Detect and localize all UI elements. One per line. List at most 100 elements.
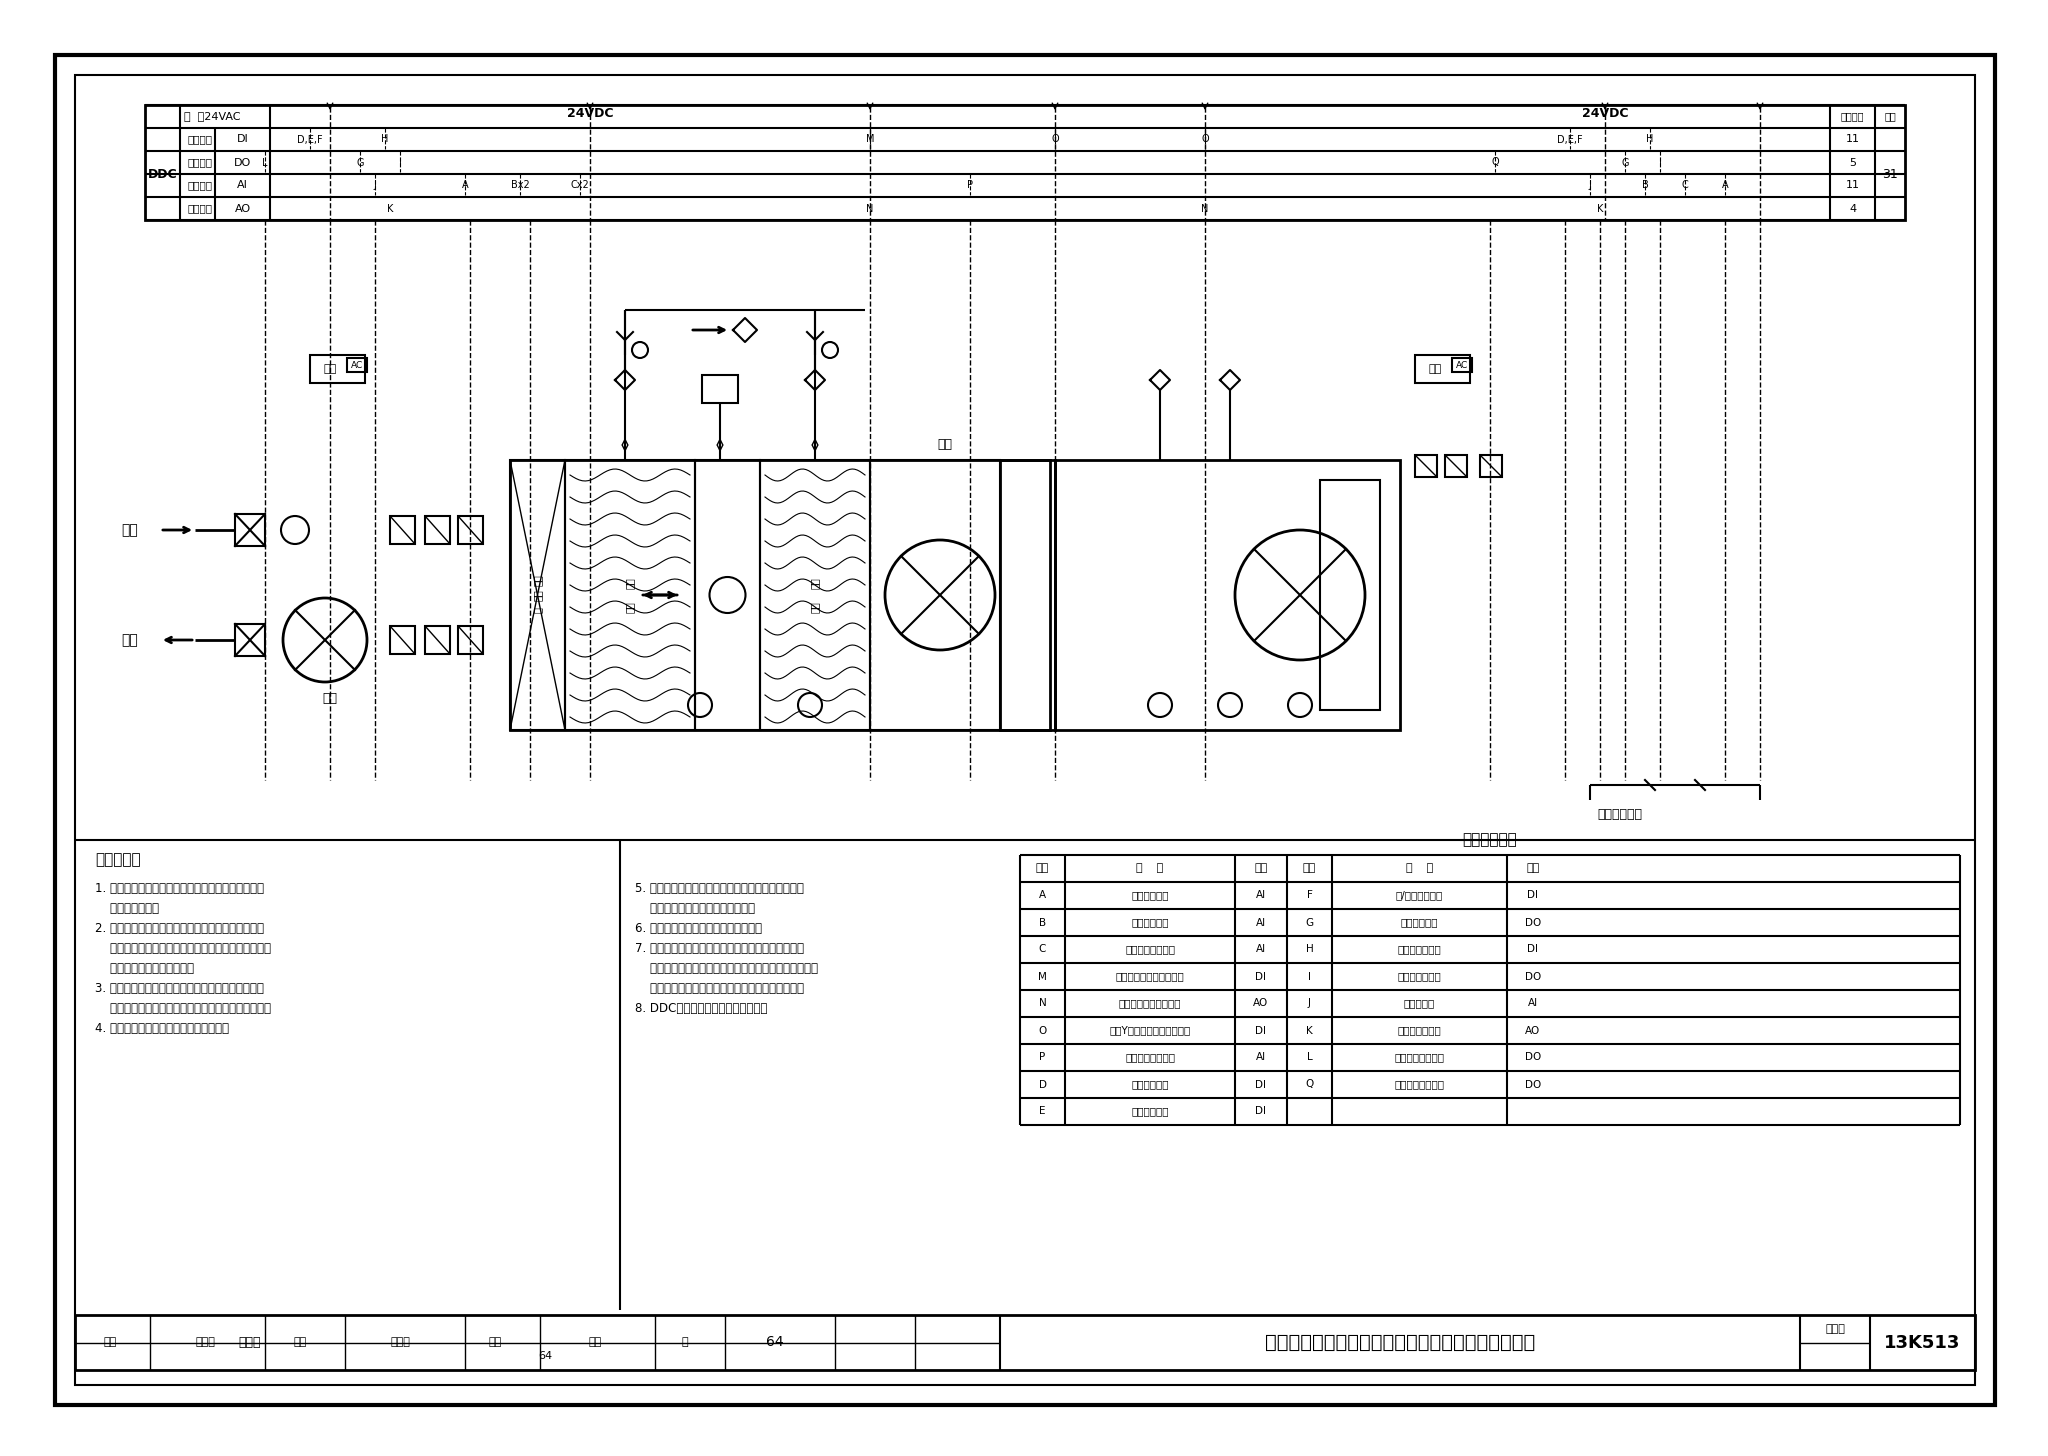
Text: 电源: 电源 [324,364,336,374]
Text: 盘管: 盘管 [811,601,819,613]
Text: F: F [1307,891,1313,900]
Text: 11: 11 [1845,181,1860,191]
Text: 排风: 排风 [121,633,139,646]
Bar [565,460,694,729]
Text: 64: 64 [539,1351,553,1361]
Text: L: L [1307,1053,1313,1063]
Text: 11: 11 [1845,134,1860,144]
Text: DI: DI [1255,1025,1266,1035]
Text: L: L [262,157,268,167]
Text: 新风: 新风 [121,523,139,537]
Text: C: C [1038,945,1047,955]
Text: AI: AI [1255,945,1266,955]
Bar [309,355,365,383]
Text: 变频器频率控制: 变频器频率控制 [1397,1025,1442,1035]
Bar [1446,454,1466,478]
Text: P: P [1040,1053,1047,1063]
Text: I: I [399,157,401,167]
Text: DO: DO [1526,971,1542,981]
Bar [1481,454,1501,478]
Text: AI: AI [1255,1053,1266,1063]
Text: AO: AO [233,204,250,214]
Text: 2. 冬季比例或双位调节加湿电动调节阀，控制系统送: 2. 冬季比例或双位调节加湿电动调节阀，控制系统送 [94,922,264,935]
Text: 器: 器 [532,607,543,613]
Text: AO: AO [1253,999,1268,1009]
Text: 故障状态信号: 故障状态信号 [1130,1107,1169,1117]
Bar [426,626,451,654]
Text: 杨国棻: 杨国棻 [195,1338,215,1347]
Text: H: H [1307,945,1313,955]
Text: 24VDC: 24VDC [1581,106,1628,119]
Text: P: P [967,181,973,191]
Bar [870,460,999,729]
Text: G: G [1305,917,1313,927]
Text: 4: 4 [1849,204,1855,214]
Text: 64: 64 [766,1335,784,1350]
Bar [999,460,1055,729]
Text: Q: Q [1305,1079,1313,1089]
Bar [1415,454,1438,478]
Text: O: O [1038,1025,1047,1035]
Text: 盘管电动调节水阀控制: 盘管电动调节水阀控制 [1118,999,1182,1009]
Text: AO: AO [1526,1025,1540,1035]
Text: 温度检测信号: 温度检测信号 [1130,917,1169,927]
Text: M: M [1038,971,1047,981]
Text: DI: DI [1528,891,1538,900]
Text: 监控内容：: 监控内容： [94,853,141,868]
Text: DO: DO [1526,1053,1542,1063]
Text: DDC: DDC [147,167,178,181]
Text: J: J [1309,999,1311,1009]
Text: 审核: 审核 [102,1338,117,1347]
Text: 膜及高压水喷雾加湿器）。: 膜及高压水喷雾加湿器）。 [94,961,195,974]
Text: K: K [1307,1025,1313,1035]
Text: 24VDC: 24VDC [567,106,612,119]
Text: Cx2: Cx2 [571,181,590,191]
Text: 过滤: 过滤 [532,590,543,601]
Text: 手/自动转换信号: 手/自动转换信号 [1397,891,1444,900]
Text: 变静压）调节送排风机变频器频率，控制系统风量。: 变静压）调节送排风机变频器频率，控制系统风量。 [94,1002,270,1015]
Text: D,E,F: D,E,F [1556,134,1583,144]
Bar [1321,480,1380,711]
Text: G: G [356,157,365,167]
Bar [389,626,416,654]
Text: A: A [1722,181,1729,191]
Text: N: N [1202,204,1208,214]
Text: DI: DI [1255,971,1266,981]
Text: 4. 根据预先排定的工作程序表启停系统。: 4. 根据预先排定的工作程序表启停系统。 [94,1022,229,1035]
Text: 5. 冷水盘管或热水盘管电动调节阀、加湿控制阀、排: 5. 冷水盘管或热水盘管电动调节阀、加湿控制阀、排 [635,881,805,894]
Text: 报警；风机、变频器运行发生故障时自动报警并停机；: 报警；风机、变频器运行发生故障时自动报警并停机； [635,961,817,974]
Text: 变频器故障报警: 变频器故障报警 [1397,945,1442,955]
Text: AC: AC [1456,361,1468,370]
Text: DO: DO [233,157,252,167]
Bar [1055,460,1401,729]
Text: 代号: 代号 [1036,863,1049,874]
Text: D: D [1038,1079,1047,1089]
Text: 变频器频率: 变频器频率 [1403,999,1436,1009]
Text: 静压检测信号: 静压检测信号 [1130,891,1169,900]
Text: 系统送风温度。: 系统送风温度。 [94,901,160,914]
Bar [702,376,737,403]
Text: 热水: 热水 [625,577,635,588]
Text: N: N [866,204,874,214]
Text: 13K513: 13K513 [1884,1334,1960,1351]
Text: H: H [1647,134,1653,144]
Text: DO: DO [1526,1079,1542,1089]
Bar [459,626,483,654]
Text: DI: DI [1528,945,1538,955]
Text: D,E,F: D,E,F [297,134,324,144]
Text: 风相对湿度（双位控制阀适用于电极式、超声波、遥: 风相对湿度（双位控制阀适用于电极式、超声波、遥 [94,942,270,955]
Text: A: A [461,181,469,191]
Text: 7. 空气过滤器与水过滤器两侧压差超过设定值时自动: 7. 空气过滤器与水过滤器两侧压差超过设定值时自动 [635,942,805,955]
Text: 校对: 校对 [293,1338,307,1347]
Text: K: K [387,204,393,214]
Text: 用    途: 用 途 [1137,863,1163,874]
Text: DO: DO [1526,917,1542,927]
Text: 接楼层新排风: 接楼层新排风 [1597,808,1642,821]
Text: 风机、新风阀与送风机联锁启停。: 风机、新风阀与送风机联锁启停。 [635,901,756,914]
Text: O: O [1202,134,1208,144]
Text: AI: AI [1528,999,1538,1009]
Text: G: G [1622,157,1628,167]
Text: 杨联联: 杨联联 [240,1337,262,1350]
Text: 代号: 代号 [1303,863,1317,874]
Text: N: N [1038,999,1047,1009]
